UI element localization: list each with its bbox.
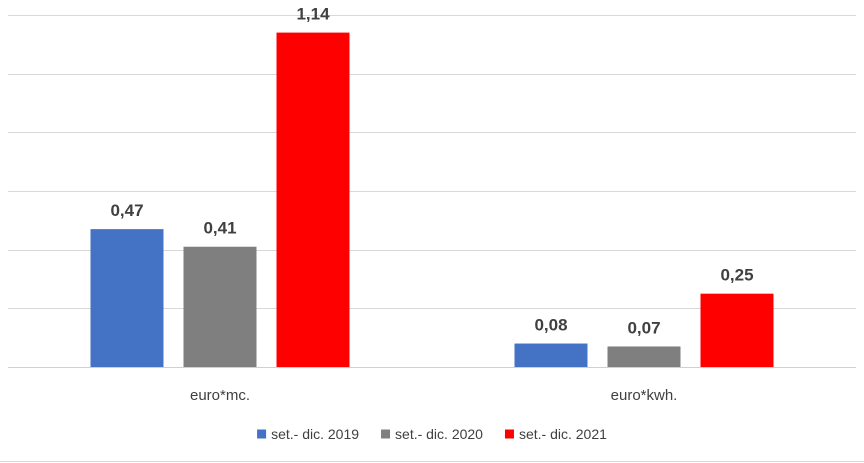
data-label: 0,41 [203, 219, 236, 238]
legend-swatch [257, 429, 267, 439]
legend-label: set.- dic. 2020 [395, 426, 483, 442]
data-label: 1,14 [296, 5, 330, 24]
legend-item: set.- dic. 2019 [257, 426, 359, 442]
bar [183, 246, 257, 367]
bar [700, 293, 774, 367]
category-label: euro*kwh. [611, 387, 678, 404]
legend-item: set.- dic. 2020 [381, 426, 483, 442]
legend-label: set.- dic. 2019 [271, 426, 359, 442]
bars [90, 32, 774, 367]
category-label: euro*mc. [190, 387, 250, 404]
legend-label: set.- dic. 2021 [519, 426, 607, 442]
legend-item: set.- dic. 2021 [504, 426, 607, 442]
data-label: 0,08 [534, 316, 567, 335]
bar [607, 346, 681, 367]
bar [514, 343, 588, 367]
data-label: 0,07 [627, 318, 660, 337]
data-label: 0,47 [110, 201, 143, 220]
data-label: 0,25 [720, 266, 753, 285]
legend-swatch [381, 429, 391, 439]
bar [276, 32, 350, 367]
legend: set.- dic. 2019 set.- dic. 2020 set.- dic.… [257, 426, 607, 442]
category-labels: euro*mc. euro*kwh. [190, 387, 677, 404]
data-labels: 0,47 0,41 1,14 0,08 0,07 0,25 [110, 5, 753, 338]
bar [90, 229, 164, 367]
legend-swatch [504, 429, 514, 439]
